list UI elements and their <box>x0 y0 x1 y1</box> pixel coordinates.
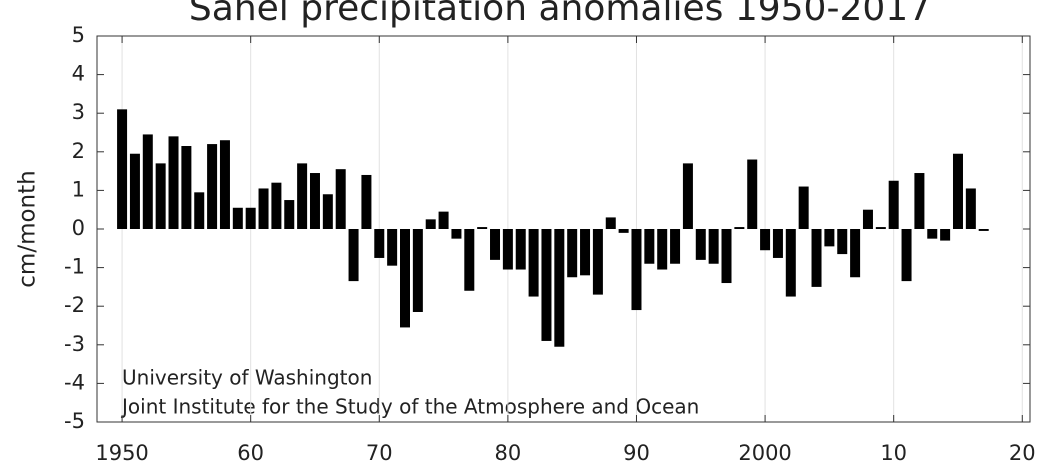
y-tick-label: -5 <box>64 409 85 433</box>
bar <box>682 163 693 229</box>
y-tick-label: -2 <box>64 293 85 317</box>
y-tick-label: 4 <box>72 62 85 86</box>
plot-frame <box>96 35 1031 423</box>
y-axis-label: cm/month <box>15 170 41 287</box>
bar <box>760 229 771 251</box>
bar <box>335 169 346 229</box>
bar <box>207 144 218 229</box>
bar <box>605 217 616 229</box>
x-tick-label: 20 <box>1009 441 1036 465</box>
y-tick-label: -3 <box>64 332 85 356</box>
y-tick-label: -1 <box>64 255 85 279</box>
bar <box>168 136 179 229</box>
bar <box>348 229 359 282</box>
bar <box>927 229 938 239</box>
bar <box>477 227 488 229</box>
bar <box>297 163 308 229</box>
bar <box>155 163 166 229</box>
bar <box>387 229 398 266</box>
bar <box>258 188 269 229</box>
bar <box>747 159 758 229</box>
bar <box>322 194 333 229</box>
bar <box>451 229 462 239</box>
bar <box>618 229 629 233</box>
bar <box>567 229 578 278</box>
bar <box>361 174 372 229</box>
bar <box>374 229 385 258</box>
bar <box>772 229 783 258</box>
bar <box>232 207 243 229</box>
bar <box>580 229 591 276</box>
bar <box>528 229 539 297</box>
bar <box>502 229 513 270</box>
bar <box>811 229 822 287</box>
bar <box>862 209 873 229</box>
bar <box>940 229 951 241</box>
bar <box>952 153 963 229</box>
y-tick-label: 2 <box>72 139 85 163</box>
bar <box>631 229 642 311</box>
y-tick-label: 5 <box>72 23 85 47</box>
bar <box>888 180 899 229</box>
bar <box>978 229 989 231</box>
bar <box>515 229 526 270</box>
bar <box>734 227 745 229</box>
annotation: University of Washington <box>122 366 372 390</box>
bar <box>412 229 423 312</box>
bar <box>129 153 140 229</box>
bar <box>914 173 925 229</box>
y-tick-label: 3 <box>72 100 85 124</box>
x-tick-label: 90 <box>623 441 650 465</box>
bar <box>142 134 153 229</box>
x-tick-label: 1950 <box>95 441 148 465</box>
bar <box>798 186 809 229</box>
x-tick-label: 80 <box>495 441 522 465</box>
x-tick-label: 2000 <box>738 441 791 465</box>
bar <box>271 182 282 229</box>
chart-title: Sahel precipitation anomalies 1950-2017 <box>189 0 931 29</box>
x-tick-label: 60 <box>237 441 264 465</box>
bar <box>837 229 848 255</box>
bar <box>284 200 295 229</box>
bar <box>399 229 410 328</box>
bar <box>117 109 128 229</box>
bar <box>438 211 449 229</box>
bar <box>644 229 655 264</box>
bar <box>708 229 719 264</box>
bar <box>554 229 565 347</box>
bar <box>657 229 668 270</box>
bar <box>695 229 706 260</box>
bar <box>785 229 796 297</box>
bar <box>850 229 861 278</box>
bar <box>425 219 436 229</box>
x-tick-label: 10 <box>880 441 907 465</box>
bar <box>245 207 256 229</box>
bar <box>181 146 192 229</box>
bar <box>965 188 976 229</box>
bar <box>721 229 732 284</box>
y-tick-label: -4 <box>64 370 85 394</box>
y-tick-label: 0 <box>72 216 85 240</box>
bar <box>490 229 501 260</box>
x-tick-label: 70 <box>366 441 393 465</box>
bar <box>901 229 912 282</box>
y-tick-label: 1 <box>72 177 85 201</box>
bar <box>194 192 205 229</box>
bar <box>219 140 230 229</box>
annotation: Joint Institute for the Study of the Atm… <box>120 395 699 419</box>
bar <box>824 229 835 247</box>
bar <box>670 229 681 264</box>
bar <box>541 229 552 341</box>
bar <box>464 229 475 291</box>
bar <box>875 227 886 229</box>
bar <box>309 173 320 229</box>
bar <box>592 229 603 295</box>
